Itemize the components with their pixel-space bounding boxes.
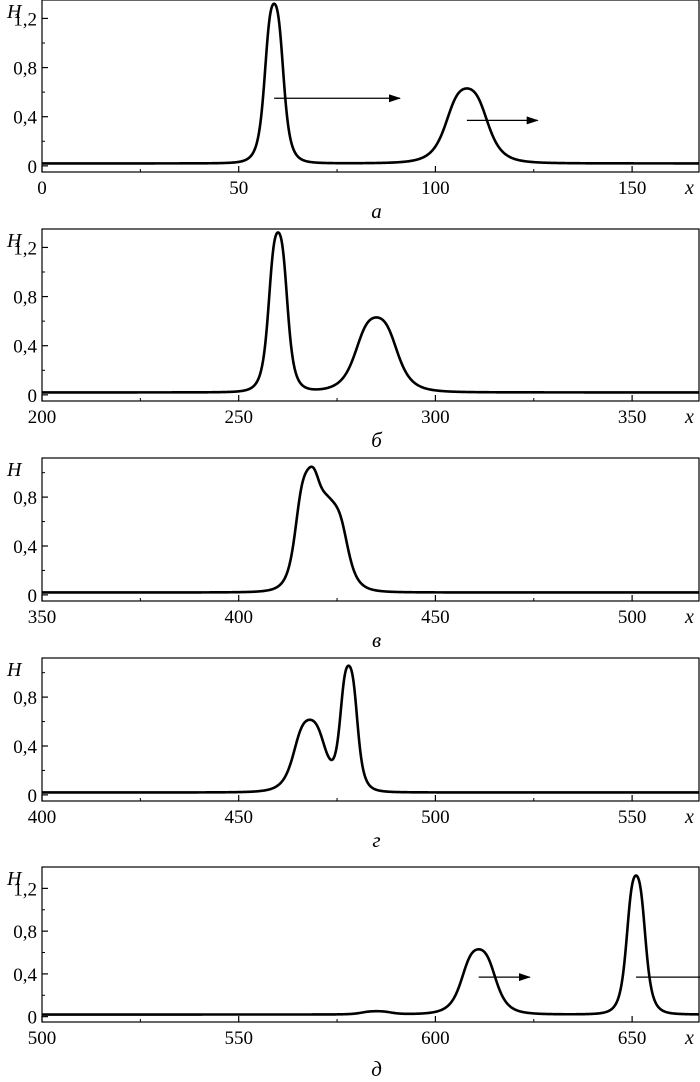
series-line xyxy=(41,465,700,594)
y-tick-label: 0,4 xyxy=(13,737,37,758)
panel-label: в xyxy=(372,628,381,652)
plot-frame xyxy=(41,0,700,173)
x-tick-label: 600 xyxy=(421,1028,450,1049)
y-tick-label: 0,8 xyxy=(13,59,37,80)
x-tick-label: 350 xyxy=(28,607,57,628)
y-tick-label: 0 xyxy=(28,157,38,178)
x-tick-label: 450 xyxy=(224,807,253,828)
y-tick-label: 0,4 xyxy=(13,337,37,358)
chart-panel-4: 400 450 500 550 0 0,4 0,8 Hx г xyxy=(6,657,700,852)
x-tick-label: 450 xyxy=(421,607,450,628)
y-tick-label: 0,8 xyxy=(13,488,37,509)
plot-frame xyxy=(41,457,700,602)
y-tick-label: 1,2 xyxy=(13,238,37,259)
y-axis-label: H xyxy=(6,868,23,890)
chart-panel-3: 350 400 450 500 0 0,4 0,8 Hx в xyxy=(6,457,700,652)
x-tick-label: 550 xyxy=(618,807,647,828)
x-axis-label: x xyxy=(684,806,694,828)
x-tick-label: 500 xyxy=(618,607,647,628)
plot-frame xyxy=(41,228,700,402)
series-line xyxy=(41,231,700,394)
y-axis-label: H xyxy=(6,459,23,481)
x-axis-label: x xyxy=(684,177,694,199)
x-tick-label: 400 xyxy=(224,607,253,628)
x-tick-label: 50 xyxy=(229,178,248,199)
x-tick-label: 150 xyxy=(618,178,647,199)
plot-frame xyxy=(41,657,700,802)
x-axis-label: x xyxy=(684,606,694,628)
panel-label: г xyxy=(372,828,380,852)
x-tick-label: 500 xyxy=(421,807,450,828)
plot-frame xyxy=(41,866,700,1023)
x-tick-label: 0 xyxy=(37,178,47,199)
x-tick-label: 500 xyxy=(28,1028,57,1049)
x-tick-label: 200 xyxy=(28,407,57,428)
y-tick-label: 0,4 xyxy=(13,108,37,129)
series-line xyxy=(41,664,700,794)
x-axis-label: x xyxy=(684,1027,694,1049)
panel-label: д xyxy=(371,1057,382,1081)
y-tick-label: 0 xyxy=(28,786,38,807)
y-tick-label: 0 xyxy=(28,386,38,407)
x-axis-label: x xyxy=(684,406,694,428)
y-axis-label: H xyxy=(6,659,23,681)
panel-label: б xyxy=(371,428,383,452)
y-axis-label: H xyxy=(6,230,23,252)
y-tick-label: 0,8 xyxy=(13,922,37,943)
x-tick-label: 250 xyxy=(224,407,253,428)
x-tick-label: 400 xyxy=(28,807,57,828)
y-tick-label: 0 xyxy=(28,1008,38,1029)
series-line xyxy=(41,2,700,165)
y-tick-label: 0,4 xyxy=(13,965,37,986)
x-tick-label: 300 xyxy=(421,407,450,428)
y-tick-label: 0,8 xyxy=(13,688,37,709)
x-tick-label: 100 xyxy=(421,178,450,199)
y-tick-label: 1,2 xyxy=(13,879,37,900)
y-tick-label: 0,4 xyxy=(13,537,37,558)
series-line xyxy=(41,874,700,1016)
y-axis-label: H xyxy=(6,1,23,23)
x-tick-label: 350 xyxy=(618,407,647,428)
y-tick-label: 0 xyxy=(28,586,38,607)
x-tick-label: 650 xyxy=(618,1028,647,1049)
panel-label: а xyxy=(371,199,382,223)
chart-panel-5: 500 550 600 650 0 0,4 0,8 1,2Hx д xyxy=(6,866,700,1081)
y-tick-label: 1,2 xyxy=(13,9,37,30)
y-tick-label: 0,8 xyxy=(13,288,37,309)
x-tick-label: 550 xyxy=(224,1028,253,1049)
chart-panel-1: 0 50 100 150 0 0,4 0,8 1,2Hx а xyxy=(6,0,700,223)
chart-panel-2: 200 250 300 350 0 0,4 0,8 1,2Hx б xyxy=(6,228,700,452)
